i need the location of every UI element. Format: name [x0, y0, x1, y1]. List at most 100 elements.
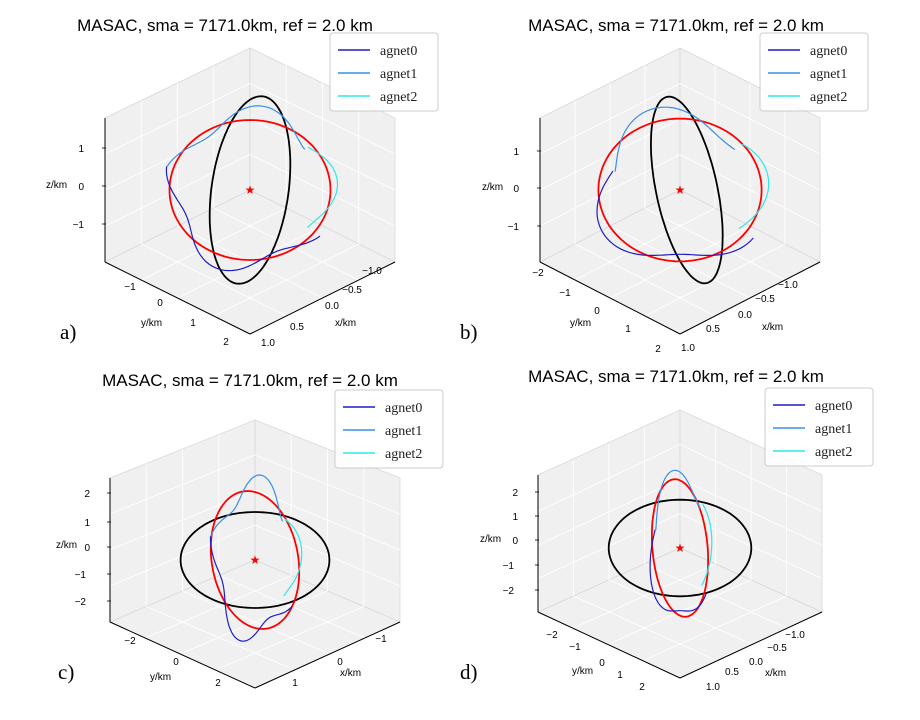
z-tick-label: 0	[78, 182, 84, 193]
trajectory-agnet0	[209, 536, 293, 642]
gridline	[213, 207, 359, 281]
gridline	[109, 489, 256, 551]
legend-entry: agnet2	[810, 90, 847, 105]
legend-box	[759, 32, 869, 112]
legend-entry: agnet1	[380, 67, 417, 82]
center-star-marker: ★	[675, 183, 686, 197]
y-tick-label: 2	[215, 678, 221, 689]
z-tick-label: −1	[503, 561, 515, 572]
center-star-marker: ★	[675, 541, 686, 555]
chart-svg-b: MASAC, sma = 7171.0km, ref = 2.0 km 1 0 −1…	[460, 16, 869, 355]
x-tick-label: 0	[337, 657, 343, 668]
y-tick-label: 0	[173, 657, 179, 668]
legend-box	[329, 32, 439, 112]
chart-title-d: MASAC, sma = 7171.0km, ref = 2.0 km	[528, 367, 824, 386]
z-axis-label-d: z/km	[480, 534, 501, 545]
panel-tag-b: b)	[460, 320, 478, 344]
y-tick-label: −2	[546, 630, 558, 641]
x-tick-label: 0.0	[749, 657, 763, 668]
x-tick-label: 0.5	[290, 322, 304, 333]
gridline	[644, 563, 787, 629]
grid-c	[109, 434, 401, 669]
trajectory-agnet1	[614, 106, 736, 172]
legend-entry: agnet1	[810, 67, 847, 82]
gridline	[537, 478, 681, 546]
y-tick-label: −1	[569, 642, 581, 653]
z-tick-label: 2	[512, 488, 518, 499]
gridline	[109, 524, 256, 587]
y-tick-label: −1	[559, 288, 571, 299]
z-tick-label: 1	[78, 144, 84, 155]
legend-entry: agnet0	[385, 401, 422, 416]
x-tick-label: −1.0	[785, 630, 805, 641]
y-axis-label-b: y/km	[570, 318, 591, 329]
x-tick-label: −0.5	[767, 643, 787, 654]
curves-b: ★	[596, 95, 770, 285]
z-tick-label: 2	[84, 489, 90, 500]
z-axis-label-b: z/km	[482, 182, 503, 193]
y-tick-label: −2	[124, 636, 136, 647]
y-tick-label: 0	[157, 298, 163, 309]
tick-labels-a: 1 0 −1 −1 0 1 2 −1.0−0.50.0 0.5 1.0	[73, 144, 383, 349]
x-tick-label: −1.0	[778, 280, 798, 291]
chart-svg-d: MASAC, sma = 7171.0km, ref = 2.0 km 2 1 0 −…	[460, 367, 874, 693]
x-tick-label: −0.5	[342, 285, 362, 296]
legend-entry: agnet0	[815, 399, 852, 414]
z-tick-label: −2	[503, 586, 515, 597]
z-tick-label: 1	[84, 518, 90, 529]
gridline	[182, 590, 328, 654]
curves-d: ★	[607, 469, 753, 618]
z-axis-label-a: z/km	[46, 180, 67, 191]
y-tick-label: −2	[532, 268, 544, 279]
gridline	[104, 154, 251, 227]
z-tick-label: 0	[512, 536, 518, 547]
legend-entry: agnet2	[380, 90, 417, 105]
trajectory-agnet0	[596, 170, 754, 256]
x-tick-label: 0.5	[725, 667, 739, 678]
legend-b: agnet0 agnet1 agnet2	[759, 32, 869, 112]
y-tick-label: −1	[124, 282, 136, 293]
y-tick-label: 2	[639, 682, 645, 693]
legend-box	[334, 389, 444, 469]
chart-panel-d: MASAC, sma = 7171.0km, ref = 2.0 km 2 1 0 −…	[460, 360, 910, 720]
gridline	[644, 595, 787, 661]
grid-b	[539, 65, 821, 317]
gridline	[539, 154, 681, 227]
gridline	[608, 579, 752, 645]
curves-c: ★	[179, 474, 331, 642]
z-tick-label: −1	[508, 222, 520, 233]
chart-svg-c: MASAC, sma = 7171.0km, ref = 2.0 km 2 1 0 −…	[56, 371, 444, 689]
y-tick-label: 0	[594, 306, 600, 317]
axes-3d-d	[537, 409, 823, 679]
reference-orbit-1	[208, 95, 292, 285]
y-tick-label: 0	[599, 658, 605, 669]
trajectory-agnet0	[649, 529, 707, 612]
gridline	[249, 118, 396, 191]
x-tick-label: 0.5	[706, 324, 720, 335]
legend-a: agnet0 agnet1 agnet2	[329, 32, 439, 112]
reference-orbit-1	[179, 511, 331, 609]
chart-panel-b: MASAC, sma = 7171.0km, ref = 2.0 km 1 0 −1…	[460, 0, 910, 360]
z-tick-label: 0	[513, 184, 519, 195]
gridline	[254, 524, 401, 587]
x-tick-label: 1.0	[706, 682, 720, 693]
legend-entry: agnet0	[380, 44, 417, 59]
center-star-marker: ★	[245, 183, 256, 197]
gridline	[644, 243, 786, 317]
y-axis-label-c: y/km	[150, 672, 171, 683]
gridline	[254, 489, 401, 551]
x-tick-label: 0.0	[738, 310, 752, 321]
chart-title-a: MASAC, sma = 7171.0km, ref = 2.0 km	[77, 16, 373, 35]
reference-orbit-2	[168, 119, 332, 261]
legend-entry: agnet2	[815, 445, 852, 460]
z-tick-label: −1	[73, 220, 85, 231]
x-tick-label: 1	[292, 678, 298, 689]
x-tick-label: 0.0	[325, 301, 339, 312]
chart-title-c: MASAC, sma = 7171.0km, ref = 2.0 km	[102, 371, 398, 390]
y-tick-label: 2	[655, 344, 661, 355]
x-tick-label: −0.5	[755, 294, 775, 305]
y-tick-label: 2	[223, 337, 229, 348]
panel-tag-a: a)	[60, 320, 76, 344]
gridline	[679, 478, 823, 546]
legend-entry: agnet1	[815, 422, 852, 437]
